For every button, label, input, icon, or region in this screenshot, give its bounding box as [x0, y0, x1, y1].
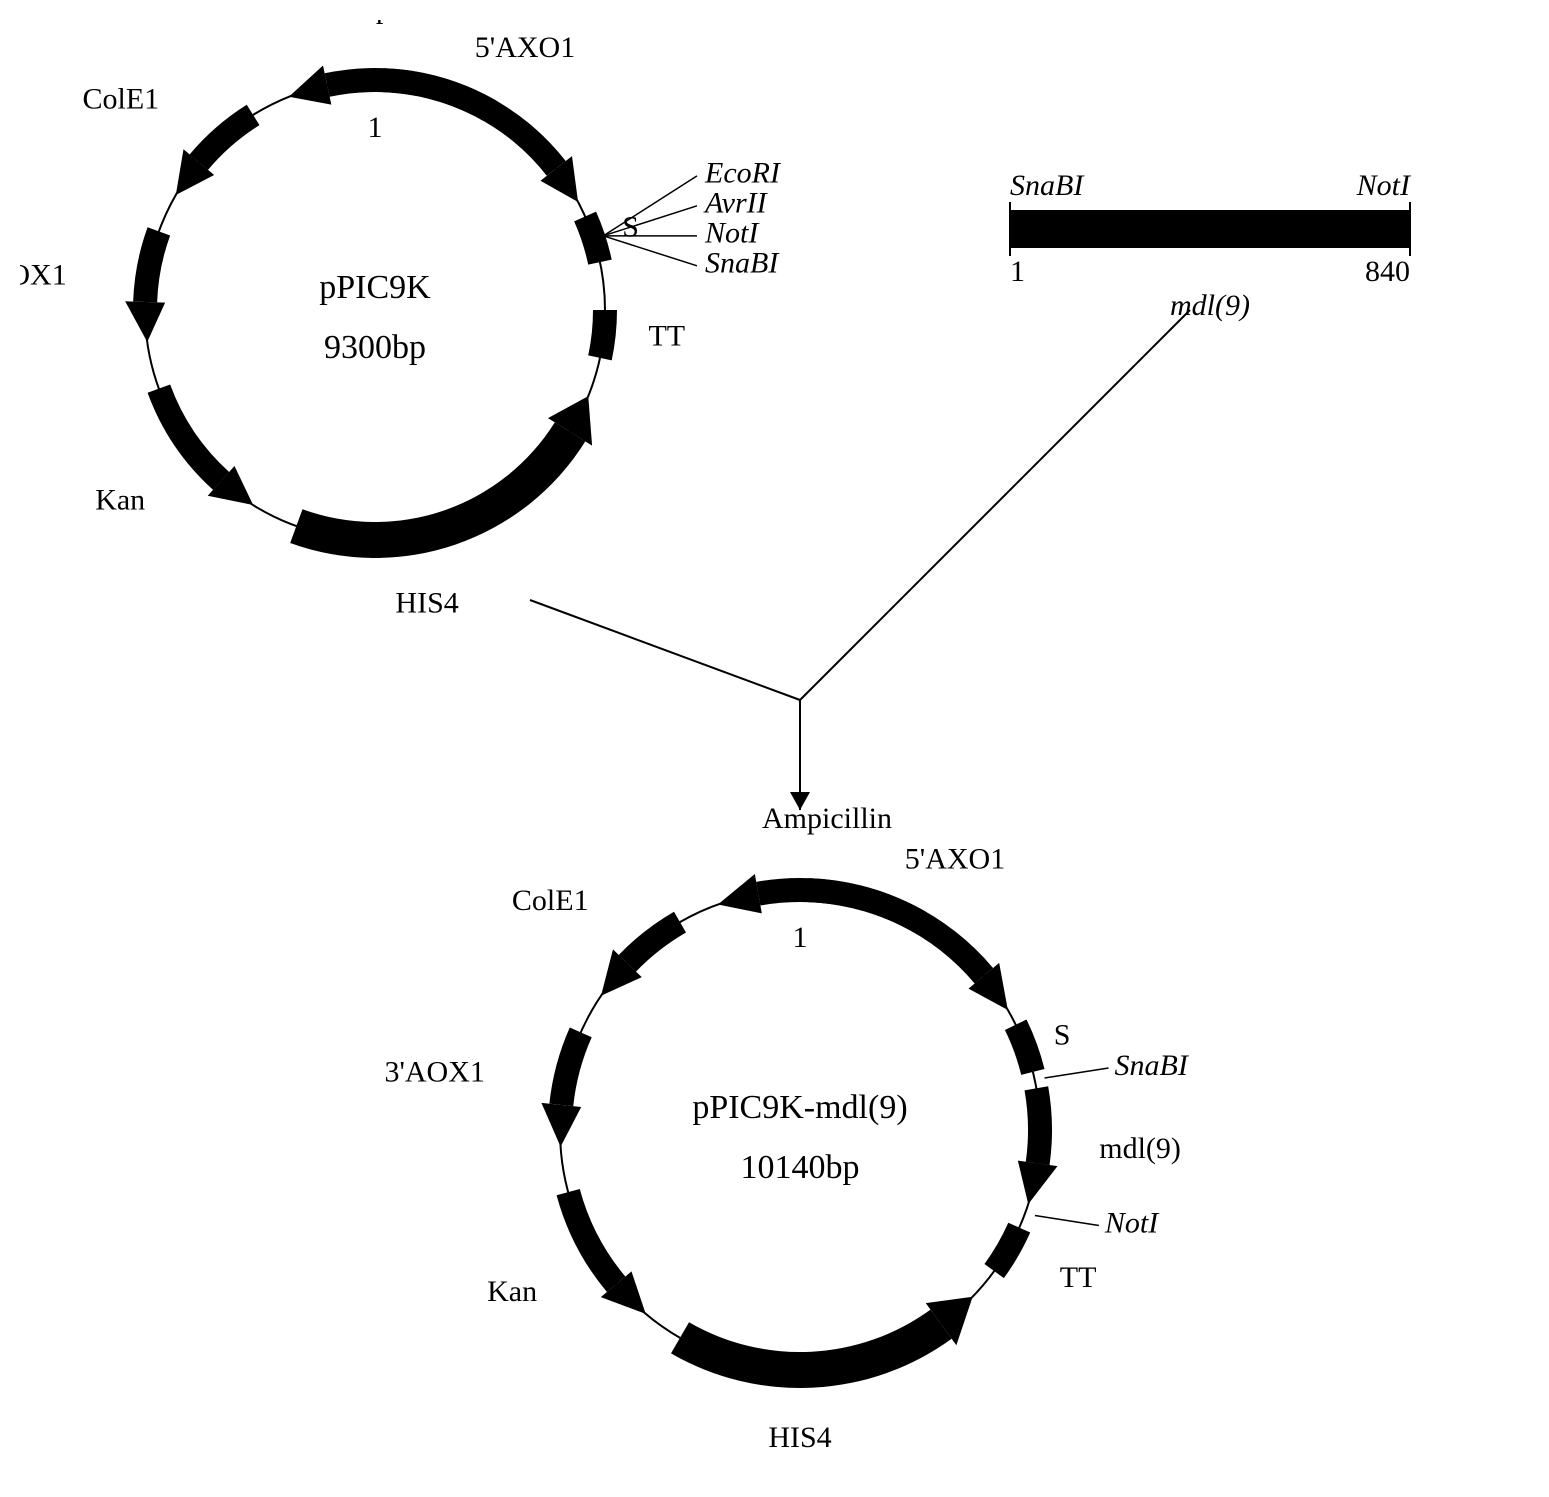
- feature-label: TT: [648, 320, 685, 353]
- insert-left-pos: 1: [1010, 255, 1025, 288]
- insert-right-site: NotI: [1356, 169, 1412, 202]
- feature-label: S: [622, 211, 639, 244]
- feature-label: 5'AXO1: [905, 842, 1005, 875]
- feature-label: ColE1: [83, 82, 160, 115]
- origin-label: 1: [368, 111, 383, 144]
- plasmid-size: 9300bp: [324, 329, 426, 366]
- insert-right-pos: 840: [1365, 255, 1410, 288]
- restriction-site-label: EcoRI: [704, 157, 782, 190]
- feature-label: mdl(9): [1099, 1132, 1181, 1165]
- feature-label: S: [1054, 1019, 1071, 1052]
- insert-fragment: [1010, 202, 1410, 256]
- restriction-site-label: SnaBI: [705, 247, 780, 280]
- origin-label: 1: [793, 921, 808, 954]
- restriction-site-label: AvrII: [703, 187, 769, 220]
- plasmid-size: 10140bp: [741, 1149, 860, 1186]
- feature-label: TT: [1060, 1261, 1097, 1294]
- feature-label: ColE1: [512, 884, 589, 917]
- feature-label: 3'AOX1: [20, 258, 67, 291]
- plasmid-name: pPIC9K: [319, 269, 431, 306]
- feature-label: Ampicillin: [762, 802, 892, 835]
- feature-label: HIS4: [768, 1421, 831, 1454]
- insert-left-site: SnaBI: [1010, 169, 1085, 202]
- feature-label: Kan: [95, 484, 145, 517]
- feature-label: Kan: [487, 1275, 537, 1308]
- plasmid-name: pPIC9K-mdl(9): [692, 1089, 907, 1126]
- feature-label: HIS4: [395, 586, 458, 619]
- restriction-site-label: SnaBI: [1115, 1049, 1190, 1082]
- feature-label: Ampicillin: [331, 20, 461, 25]
- feature-label: 5'AXO1: [475, 31, 575, 64]
- restriction-site-label: NotI: [1104, 1206, 1160, 1239]
- feature-label: 3'AOX1: [384, 1055, 484, 1088]
- plasmid-top: [125, 65, 697, 558]
- diagram-canvas: 5'AXO1 S TT HIS4 Kan 3'AOX1 ColE1 Ampicillin 1 pP…: [20, 20, 1549, 1477]
- merge-arrows: [530, 310, 1190, 810]
- plasmid-bottom: [541, 874, 1108, 1388]
- restriction-site-label: NotI: [704, 217, 760, 250]
